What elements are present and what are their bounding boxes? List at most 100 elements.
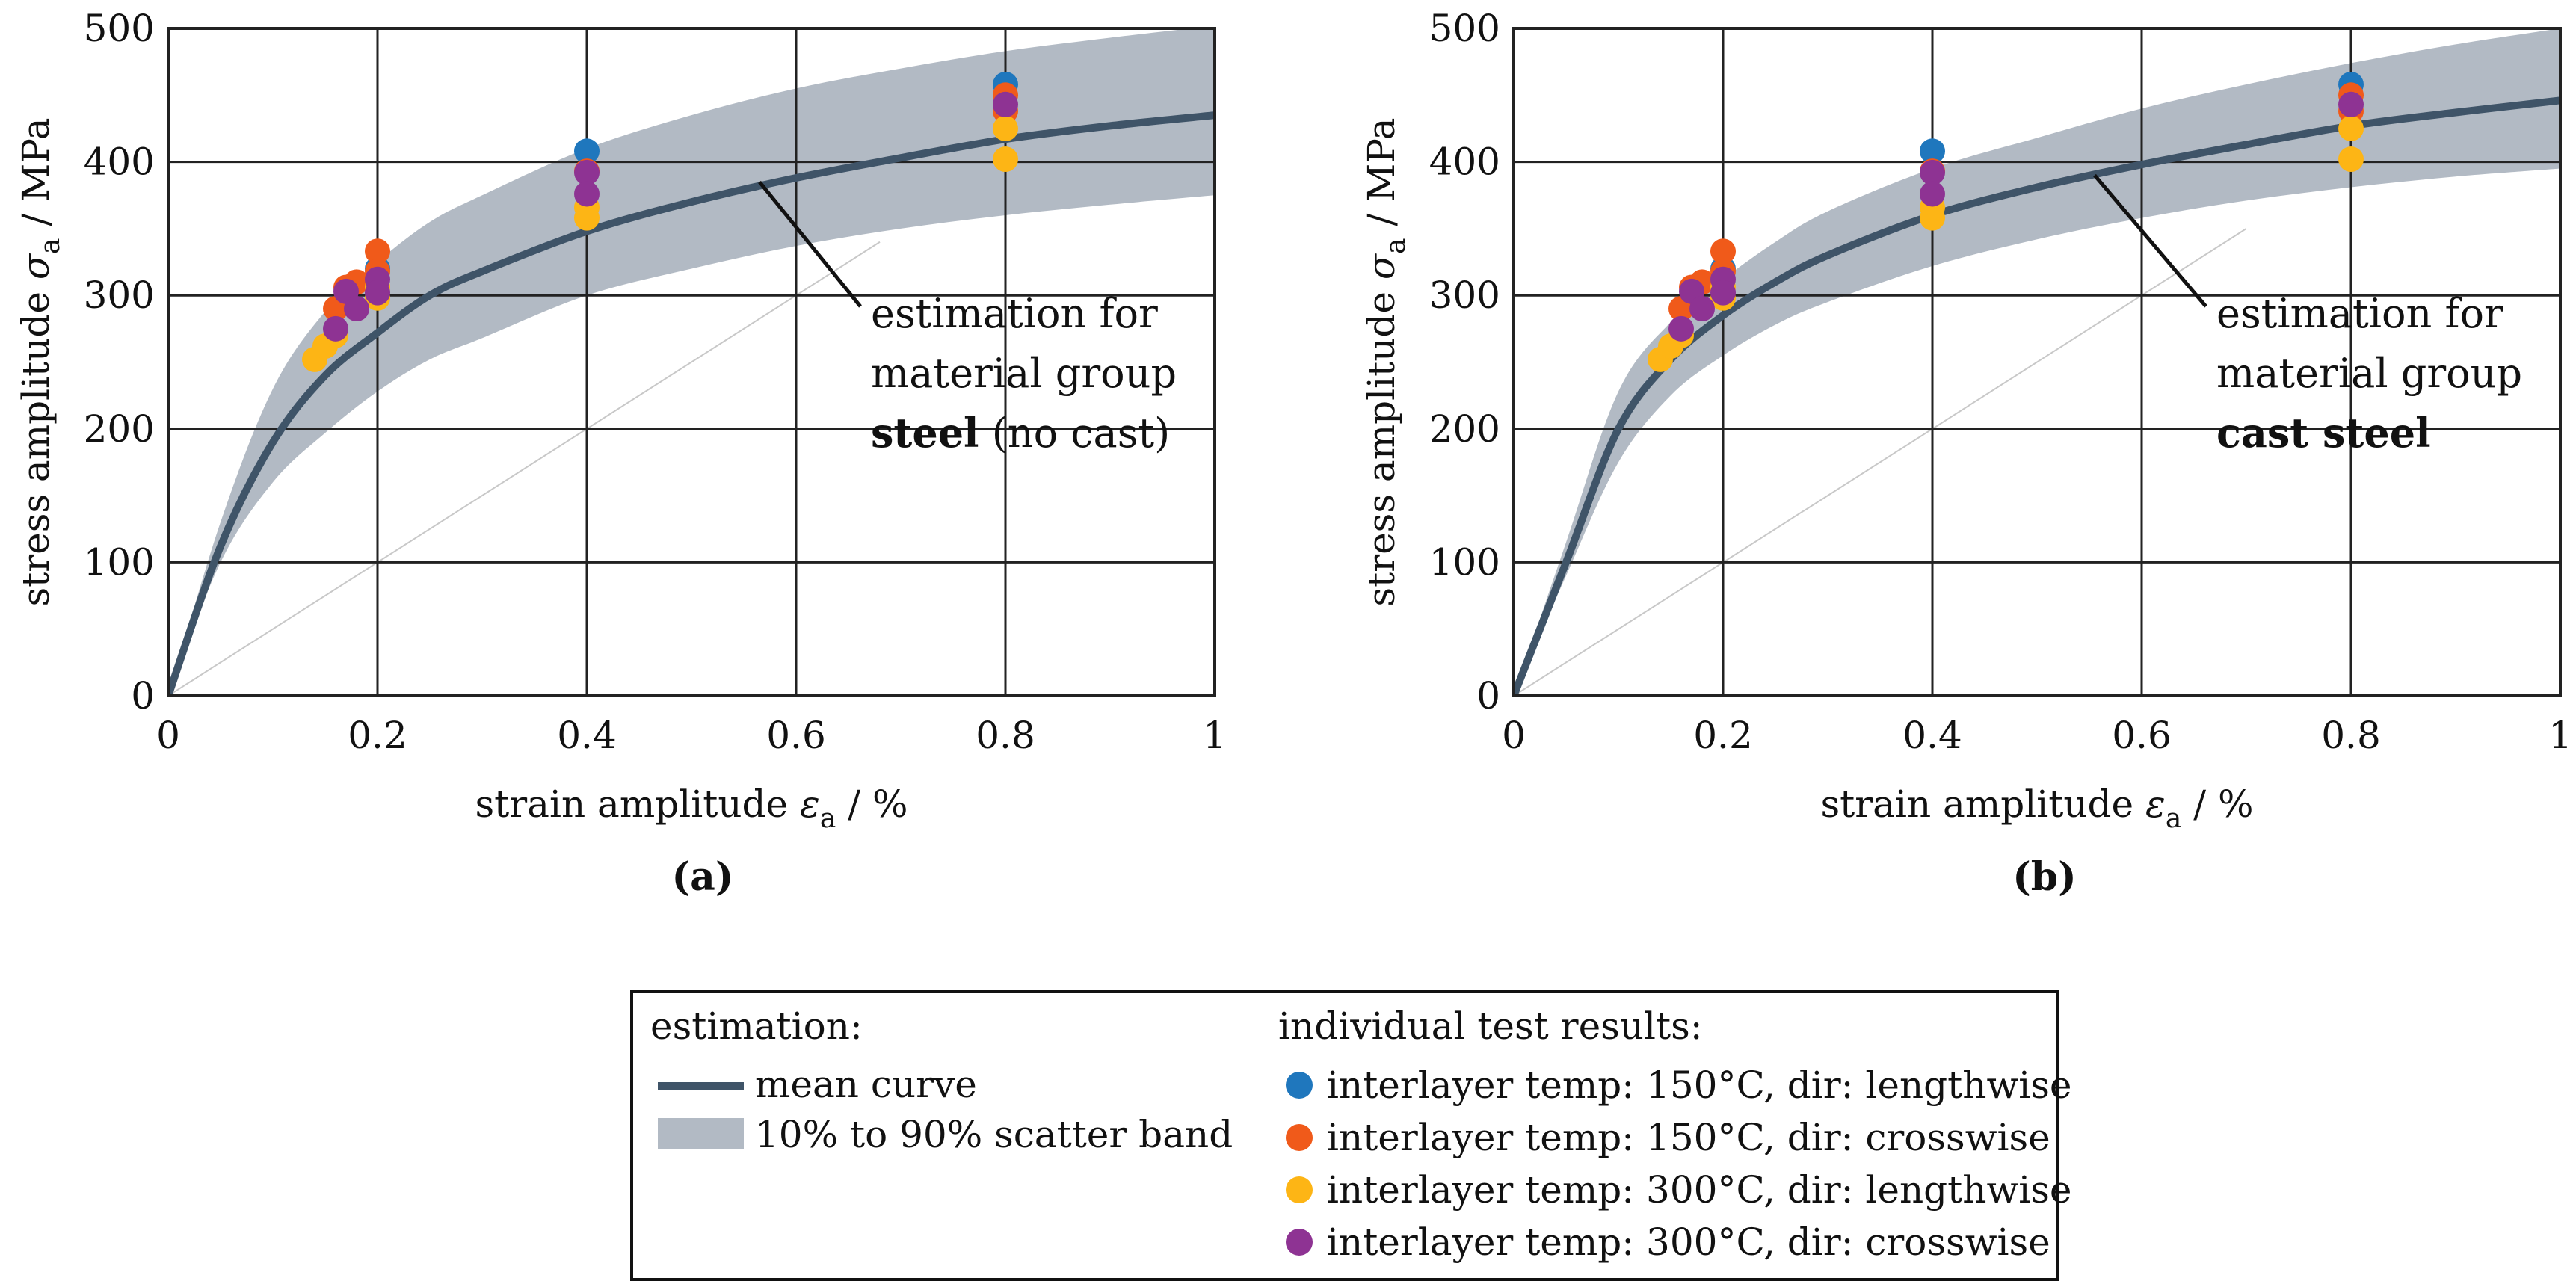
legend-results-heading: individual test results: (1278, 1004, 1703, 1048)
y-axis-label-unit: / MPa (1360, 117, 1403, 238)
x-tick-label: 1 (2548, 714, 2572, 757)
y-axis-label-unit: / MPa (14, 117, 58, 238)
annotation-material: steel (no cast) (871, 409, 1170, 457)
legend-dot (1286, 1176, 1313, 1203)
annotation-material-bold: steel (871, 409, 979, 457)
legend-frame (630, 990, 2059, 1281)
annotation-material: cast steel (2216, 409, 2431, 457)
legend-band-label: 10% to 90% scatter band (755, 1113, 1233, 1156)
y-tick-label: 500 (84, 7, 155, 50)
legend-estimation-heading: estimation: (650, 1004, 863, 1048)
data-point (2338, 115, 2364, 141)
data-point (1920, 181, 1945, 207)
y-axis-label-subscript: a (35, 238, 66, 253)
y-tick-label: 200 (1429, 407, 1500, 451)
scatter-band (168, 28, 1215, 696)
annotation-leader-line (758, 180, 862, 308)
y-axis-label-text: stress amplitude (1360, 280, 1403, 606)
x-tick-label: 0.2 (348, 714, 407, 757)
legend: estimation: mean curve 10% to 90% scatte… (630, 990, 2072, 1281)
x-axis-label-unit: / % (836, 783, 908, 826)
data-point (1710, 238, 1736, 265)
data-point (574, 181, 600, 207)
legend-dot (1286, 1072, 1313, 1099)
panel-caption: (a) (672, 854, 734, 900)
data-point (344, 296, 369, 322)
data-point (1920, 138, 1945, 164)
y-axis-label: stress amplitude σa / MPa (1360, 117, 1411, 606)
y-tick-label: 500 (1429, 7, 1500, 50)
y-tick-label: 0 (1476, 674, 1500, 717)
legend-item-label: interlayer temp: 300°C, dir: crosswise (1327, 1220, 2050, 1264)
x-tick-label: 0 (1502, 714, 1526, 757)
x-axis-label-text: strain amplitude (475, 783, 800, 826)
annotation-material-rest: (no cast) (979, 410, 1171, 457)
x-tick-label: 0.4 (1902, 714, 1962, 757)
x-tick-label: 0.2 (1693, 714, 1753, 757)
y-axis-label-subscript: a (1381, 238, 1411, 253)
y-tick-label: 0 (131, 674, 155, 717)
y-axis-label: stress amplitude σa / MPa (14, 117, 66, 606)
x-tick-label: 0 (156, 714, 180, 757)
y-axis-label-text: stress amplitude (14, 280, 58, 606)
x-axis-label: strain amplitude εa / % (1820, 783, 2253, 834)
data-point (323, 315, 348, 342)
x-axis-label-subscript: a (2166, 803, 2181, 834)
panel-caption: (b) (2012, 854, 2077, 900)
x-axis-label-unit: / % (2181, 783, 2253, 826)
data-point (993, 146, 1018, 173)
x-axis-label-text: strain amplitude (1820, 783, 2145, 826)
plot-area (1514, 28, 2560, 696)
y-axis-label-symbol: σ (14, 253, 58, 280)
annotation-leader-line (2093, 173, 2207, 308)
mean-curve (168, 111, 1215, 696)
x-axis-label: strain amplitude εa / % (475, 783, 908, 834)
x-tick-label: 0.8 (976, 714, 1035, 757)
legend-dot (1286, 1124, 1313, 1151)
data-point (2338, 146, 2364, 173)
y-tick-label: 400 (84, 141, 155, 184)
legend-item-label: interlayer temp: 150°C, dir: lengthwise (1327, 1064, 2072, 1107)
data-point (574, 159, 600, 185)
data-point (1689, 296, 1715, 322)
data-point (1668, 315, 1694, 342)
y-tick-label: 300 (1429, 274, 1500, 317)
y-axis-label-symbol: σ (1360, 253, 1403, 280)
legend-band-swatch (658, 1118, 744, 1149)
panel-b-stress-strain-cast-steel: 0 0.2 0.4 0.6 0.8 1 0 100 200 300 400 500 strain amp… (1360, 7, 2572, 900)
data-point (1920, 159, 1945, 185)
annotation-line: material group (871, 350, 1177, 397)
data-point (993, 91, 1018, 117)
annotation-line: estimation for (871, 290, 1158, 337)
annotation-material-bold: cast steel (2216, 409, 2431, 457)
y-tick-label: 100 (84, 540, 155, 584)
x-axis-label-symbol: ε (800, 783, 820, 826)
panel-a-stress-strain-steel: 0 0.2 0.4 0.6 0.8 1 0 100 200 300 400 500 strain amp… (14, 7, 1227, 900)
x-axis-label-symbol: ε (2145, 783, 2166, 826)
data-point (1710, 280, 1736, 306)
legend-item-label: interlayer temp: 300°C, dir: lengthwise (1327, 1168, 2072, 1212)
y-tick-label: 400 (1429, 141, 1500, 184)
data-point (365, 280, 390, 306)
legend-mean-curve-label: mean curve (755, 1063, 977, 1106)
legend-items: interlayer temp: 150°C, dir: lengthwise i… (1286, 1064, 2072, 1264)
plot-frame (167, 27, 1216, 697)
x-tick-label: 1 (1203, 714, 1227, 757)
data-point (993, 115, 1018, 141)
elastic-helper-line (1514, 228, 2247, 696)
plot-frame (1512, 27, 2562, 697)
x-tick-label: 0.4 (557, 714, 617, 757)
legend-item-label: interlayer temp: 150°C, dir: crosswise (1327, 1116, 2050, 1159)
y-tick-label: 300 (84, 274, 155, 317)
x-tick-label: 0.6 (2112, 714, 2172, 757)
elastic-helper-line (168, 241, 881, 696)
legend-dot (1286, 1229, 1313, 1256)
plot-area (168, 28, 1215, 696)
y-tick-label: 100 (1429, 540, 1500, 584)
annotation-line: estimation for (2216, 290, 2503, 337)
y-tick-label: 200 (84, 407, 155, 451)
data-point (365, 238, 390, 265)
x-tick-label: 0.6 (766, 714, 826, 757)
x-tick-label: 0.8 (2321, 714, 2381, 757)
mean-curve (1514, 96, 2560, 696)
